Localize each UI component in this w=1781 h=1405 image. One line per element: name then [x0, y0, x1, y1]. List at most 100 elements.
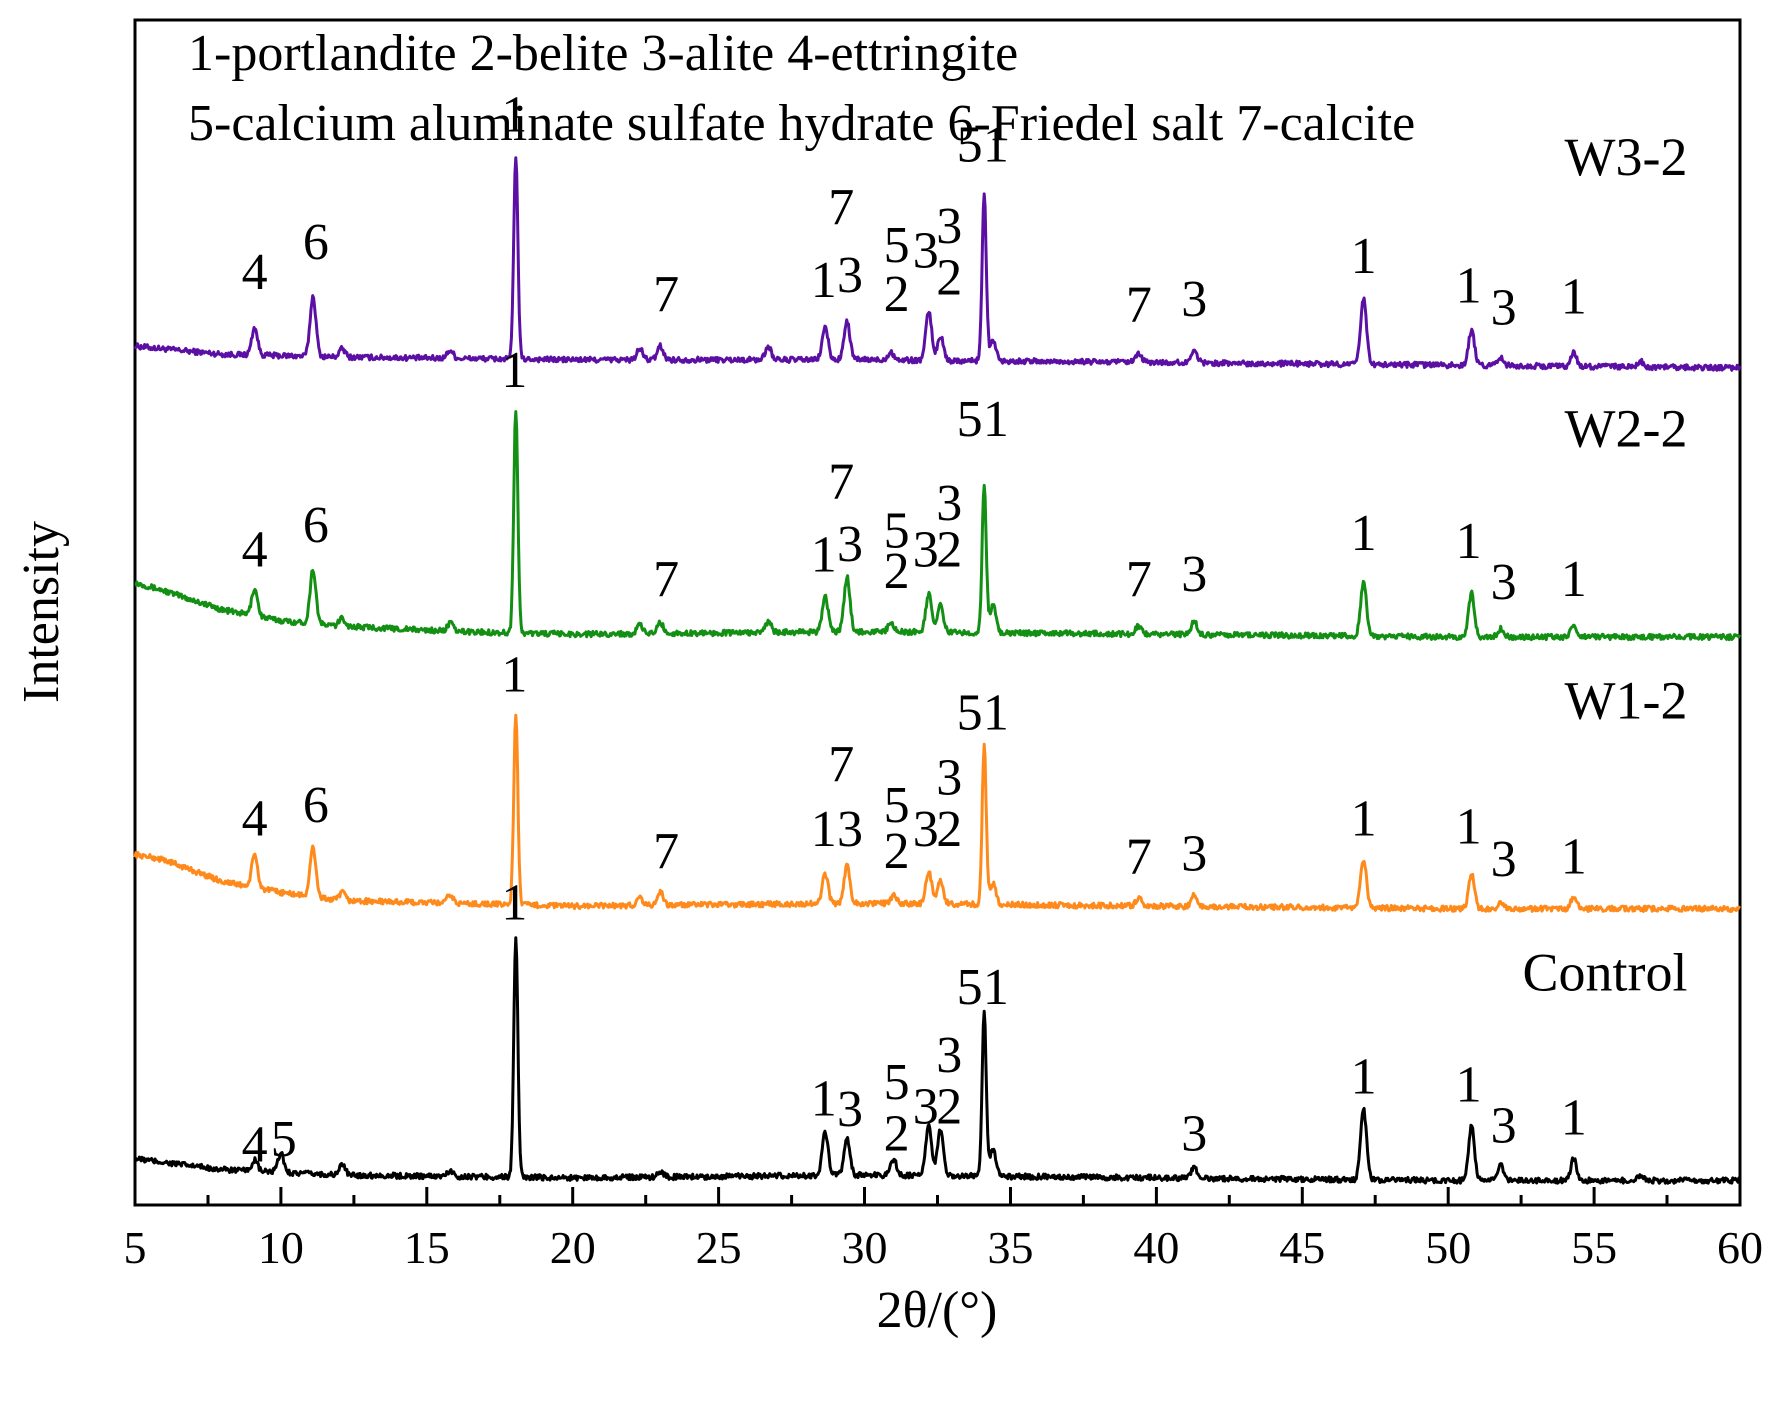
peak-label-W3-2-15: 3	[1181, 271, 1207, 328]
peak-label-W1-2-16: 1	[1351, 790, 1377, 847]
peak-label-W1-2-17: 1	[1456, 799, 1482, 856]
peak-label-W3-2-8: 5	[884, 217, 910, 274]
peak-label-W3-2-6: 7	[828, 179, 854, 236]
peak-label-W1-2-0: 4	[242, 790, 268, 847]
peak-label-W1-2-3: 7	[653, 823, 679, 880]
peak-label-Control-4: 3	[837, 1081, 863, 1138]
series-line-W3-2	[133, 156, 1742, 372]
series-line-Control	[133, 936, 1742, 1185]
legend-line-2: 5-calcium aluminate sulfate hydrate 6-Fr…	[188, 95, 1415, 152]
peak-label-W2-2-19: 1	[1561, 551, 1587, 608]
peak-label-W1-2-15: 3	[1181, 826, 1207, 883]
x-tick-label-60: 60	[1717, 1222, 1763, 1273]
peak-label-W1-2-10: 2	[936, 801, 962, 858]
peak-label-Control-7: 3	[913, 1079, 939, 1136]
peak-label-W3-2-7: 2	[884, 266, 910, 323]
peak-label-W2-2-12: 5	[957, 391, 983, 448]
peak-label-Control-16: 1	[1561, 1089, 1587, 1146]
peak-label-W2-2-9: 3	[913, 521, 939, 578]
peak-label-W3-2-11: 3	[936, 198, 962, 255]
peak-label-W1-2-6: 7	[828, 736, 854, 793]
peak-label-Control-11: 1	[983, 959, 1009, 1016]
peak-label-W2-2-3: 7	[653, 551, 679, 608]
y-axis-title: Intensity	[13, 521, 70, 703]
peak-label-W3-2-1: 6	[303, 214, 329, 271]
peak-label-W1-2-1: 6	[303, 777, 329, 834]
peak-label-W3-2-14: 7	[1126, 277, 1152, 334]
peak-label-Control-10: 5	[957, 959, 983, 1016]
peak-label-W2-2-17: 1	[1456, 513, 1482, 570]
peak-label-W2-2-18: 3	[1491, 554, 1517, 611]
peak-label-W2-2-6: 7	[828, 453, 854, 510]
peak-label-W1-2-12: 5	[957, 684, 983, 741]
peak-label-W1-2-18: 3	[1491, 831, 1517, 888]
peak-label-W3-2-18: 3	[1491, 279, 1517, 336]
peak-label-W1-2-7: 2	[884, 823, 910, 880]
peak-label-Control-14: 1	[1456, 1057, 1482, 1114]
peak-label-Control-15: 3	[1491, 1098, 1517, 1155]
peak-label-W2-2-7: 2	[884, 543, 910, 600]
peak-label-W2-2-8: 5	[884, 502, 910, 559]
x-axis: 5 10 15 20 25 30 35 40 45 50 55 60	[124, 1187, 1763, 1273]
x-tick-label-25: 25	[696, 1222, 742, 1273]
series-name-layer: W3-2 W2-2 W1-2 Control	[1522, 127, 1687, 1002]
series-line-W1-2	[133, 713, 1741, 913]
peak-label-W1-2-13: 1	[983, 684, 1009, 741]
peak-label-W1-2-14: 7	[1126, 828, 1152, 885]
series-layer	[133, 156, 1742, 1185]
peak-label-Control-5: 2	[884, 1106, 910, 1163]
x-axis-title: 2θ/(°)	[877, 1282, 998, 1339]
peak-label-W2-2-1: 6	[303, 497, 329, 554]
series-name-W2-2: W2-2	[1565, 399, 1688, 459]
peak-label-Control-1: 5	[271, 1111, 297, 1168]
peak-label-W1-2-4: 1	[811, 801, 837, 858]
peak-label-W2-2-14: 7	[1126, 551, 1152, 608]
peak-label-W3-2-12: 5	[957, 116, 983, 173]
peak-label-W2-2-5: 3	[837, 516, 863, 573]
peak-label-Control-8: 2	[936, 1079, 962, 1136]
peak-label-W3-2-9: 3	[913, 222, 939, 279]
x-tick-label-50: 50	[1425, 1222, 1471, 1273]
peak-label-Control-12: 3	[1181, 1106, 1207, 1163]
peak-label-W3-2-2: 1	[501, 86, 527, 143]
peak-label-W2-2-11: 3	[936, 475, 962, 532]
x-tick-label-40: 40	[1133, 1222, 1179, 1273]
peak-label-Control-6: 5	[884, 1054, 910, 1111]
peak-label-W3-2-3: 7	[653, 266, 679, 323]
peak-label-W1-2-2: 1	[501, 646, 527, 703]
peak-label-W1-2-5: 3	[837, 801, 863, 858]
x-tick-label-35: 35	[988, 1222, 1034, 1273]
peak-label-Control-13: 1	[1351, 1049, 1377, 1106]
x-tick-label-30: 30	[842, 1222, 888, 1273]
peak-label-Control-3: 1	[811, 1070, 837, 1127]
peak-label-W2-2-16: 1	[1351, 505, 1377, 562]
x-tick-label-5: 5	[124, 1222, 147, 1273]
peak-label-W1-2-8: 5	[884, 777, 910, 834]
peak-label-W3-2-19: 1	[1561, 269, 1587, 326]
series-name-Control: Control	[1522, 942, 1687, 1002]
peak-label-W2-2-0: 4	[242, 521, 268, 578]
peak-label-Control-9: 3	[936, 1027, 962, 1084]
x-tick-label-55: 55	[1571, 1222, 1617, 1273]
peak-label-W3-2-5: 3	[837, 247, 863, 304]
x-tick-label-15: 15	[404, 1222, 450, 1273]
peak-label-W3-2-13: 1	[983, 116, 1009, 173]
peak-label-W3-2-0: 4	[242, 244, 268, 301]
series-line-W2-2	[134, 410, 1742, 642]
x-tick-label-10: 10	[258, 1222, 304, 1273]
peak-label-W2-2-10: 2	[936, 521, 962, 578]
peak-label-W1-2-19: 1	[1561, 828, 1587, 885]
peak-label-W3-2-17: 1	[1456, 258, 1482, 315]
series-name-W3-2: W3-2	[1565, 127, 1688, 187]
x-tick-label-20: 20	[550, 1222, 596, 1273]
series-name-W1-2: W1-2	[1565, 671, 1688, 731]
peak-label-Control-0: 4	[242, 1117, 268, 1174]
peak-label-W2-2-4: 1	[811, 527, 837, 584]
peak-label-Control-2: 1	[501, 875, 527, 932]
x-tick-label-45: 45	[1279, 1222, 1325, 1273]
peak-label-W2-2-13: 1	[983, 391, 1009, 448]
peak-label-W1-2-11: 3	[936, 750, 962, 807]
